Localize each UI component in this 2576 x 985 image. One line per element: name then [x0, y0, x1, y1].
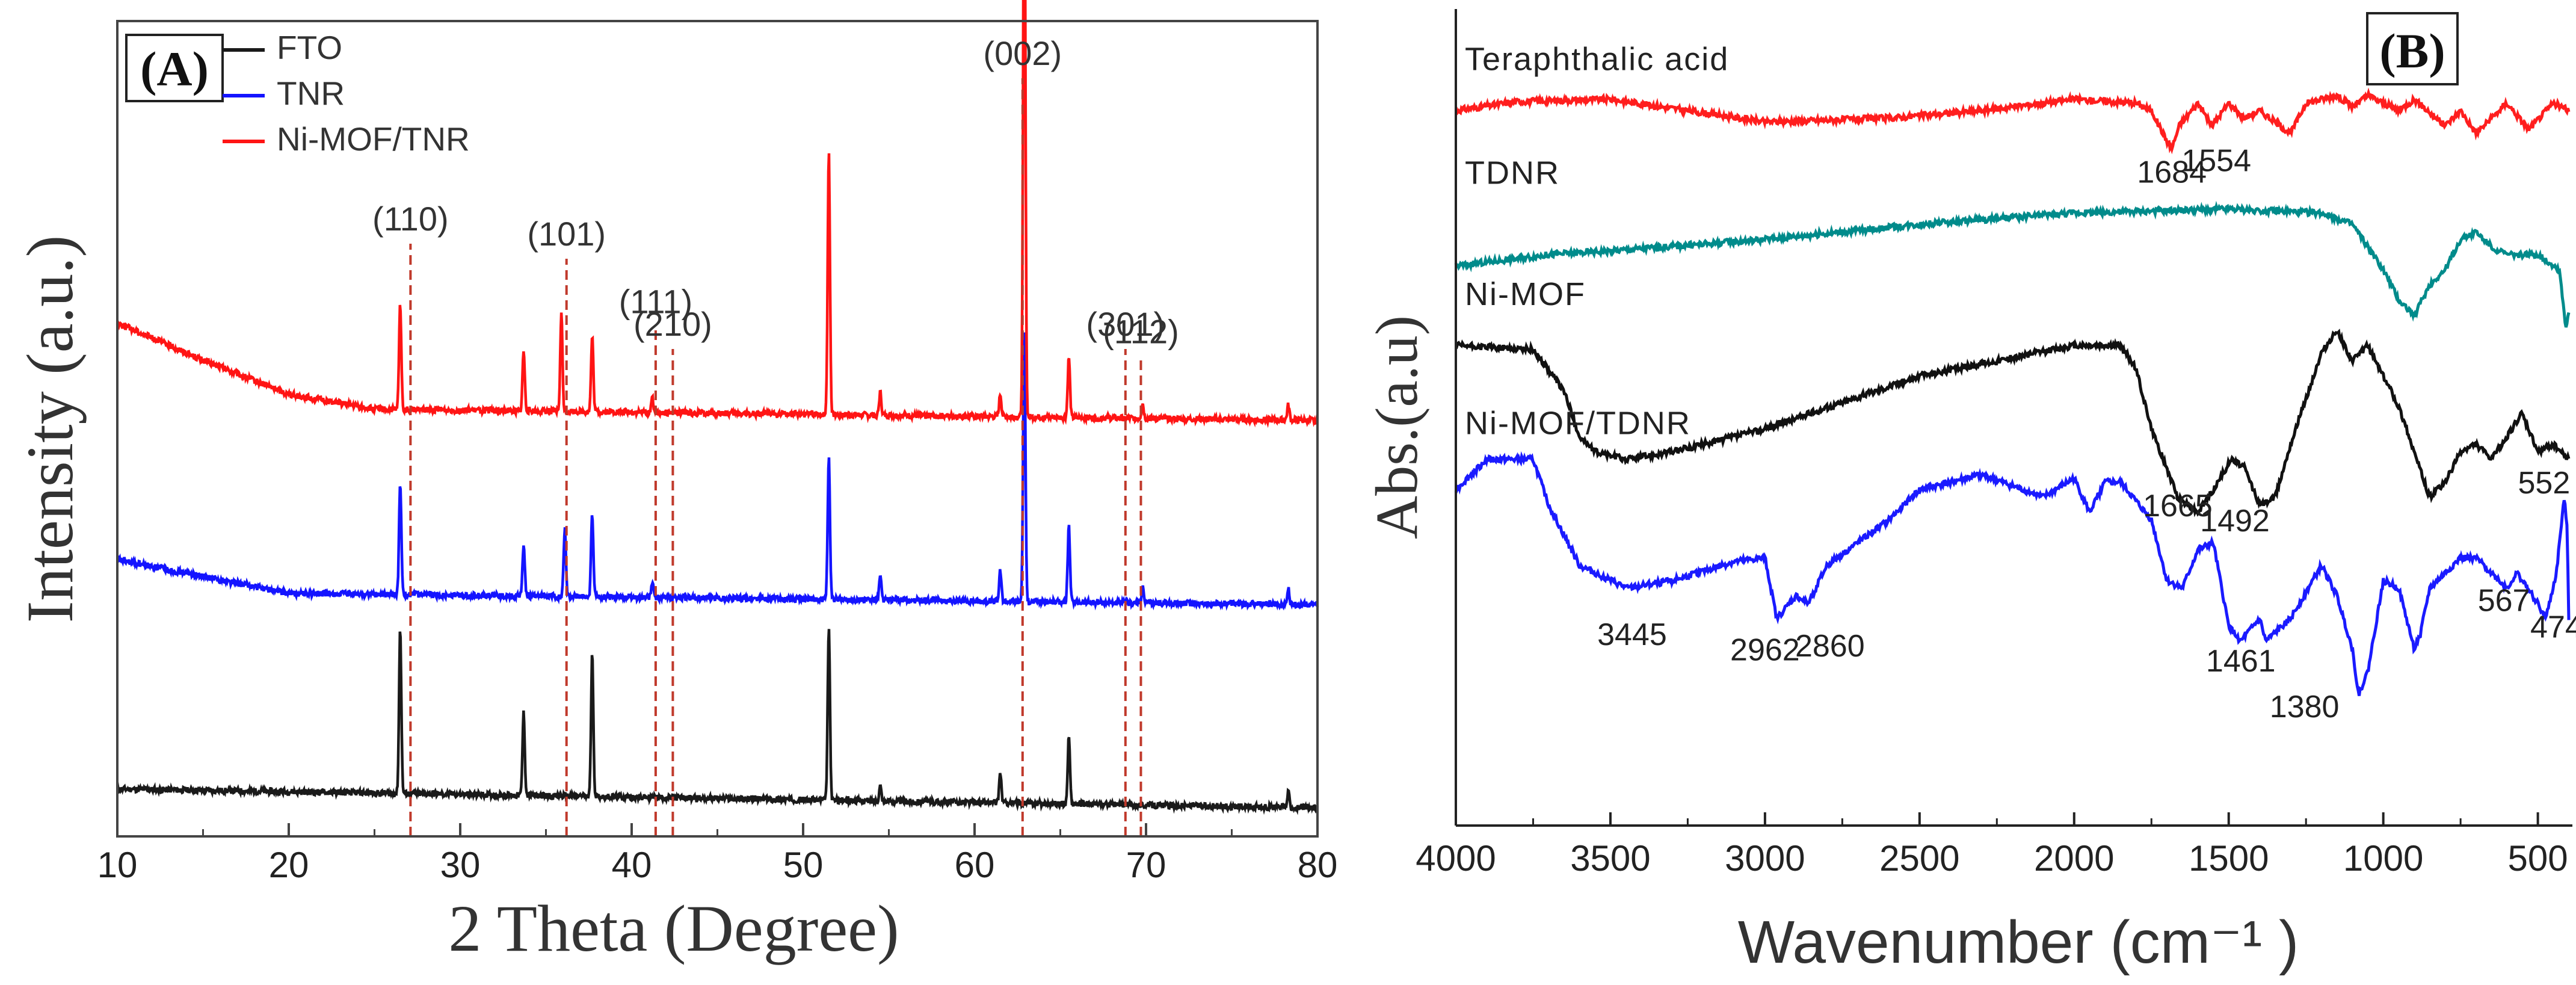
- x-tick-label: 40: [612, 845, 652, 885]
- hkl-label: (112): [1103, 313, 1179, 351]
- peak-annotation: 1380: [2270, 690, 2340, 724]
- x-tick-label: 30: [440, 845, 481, 885]
- x-tick-label: 80: [1298, 845, 1338, 885]
- panel-a-ylabel: Intensity (a.u.): [13, 235, 87, 623]
- peak-annotation: 552: [2518, 466, 2571, 501]
- ftir-series-ni-mof: [1455, 329, 2571, 517]
- legend-entry: TNR: [277, 75, 345, 112]
- peak-annotation: 567: [2478, 583, 2530, 618]
- x-tick-label: 1000: [2343, 838, 2423, 878]
- panel-a-xrd: (110) (101) (111)(210) (002) (301)(112) 10 20…: [13, 0, 1337, 965]
- x-tick-label: 4000: [1416, 838, 1496, 878]
- hkl-label: (210): [633, 305, 712, 343]
- hkl-label: (101): [527, 215, 606, 253]
- ftir-series-label: TDNR: [1465, 155, 1560, 191]
- panel-b-ftir: Teraphthalic acid TDNR Ni-MOF Ni-MOF/TDNR (…: [1363, 9, 2576, 976]
- peak-annotation: 1461: [2206, 644, 2276, 679]
- legend-entry: Ni-MOF/TNR: [277, 120, 470, 158]
- panel-b-xlabel: Wavenumber (cm⁻¹ ): [1738, 909, 2299, 976]
- panel-b-ylabel: Abs.(a.u): [1363, 315, 1430, 539]
- peak-annotation: 1492: [2200, 504, 2270, 539]
- xrd-series-tnr: [116, 332, 1319, 611]
- panel-a-label: (A): [140, 42, 209, 96]
- x-tick-label: 50: [783, 845, 824, 885]
- xrd-series-fto: [116, 629, 1319, 815]
- hkl-label: (301): [1086, 305, 1165, 343]
- x-tick-label: 1500: [2189, 838, 2269, 878]
- ftir-series-tdnr: [1454, 200, 2571, 328]
- peak-annotation: 1554: [2181, 144, 2251, 179]
- ftir-series-label: Teraphthalic acid: [1465, 42, 1729, 78]
- ftir-series-label: Ni-MOF/TDNR: [1465, 405, 1691, 441]
- panel-b-label-box: [2366, 12, 2459, 85]
- hkl-label: (110): [372, 200, 449, 238]
- x-tick-label: 2000: [2034, 838, 2114, 878]
- ftir-series-teraphthalic-acid: [1455, 87, 2571, 155]
- peak-annotation: 1684: [2137, 155, 2207, 190]
- peak-annotation: 3445: [1597, 617, 1667, 652]
- x-tick-label: 3000: [1725, 838, 1805, 878]
- peak-annotation: 2860: [1795, 629, 1865, 664]
- ftir-series-ni-mof-tdnr: [1454, 451, 2571, 696]
- x-tick-label: 20: [269, 845, 309, 885]
- panel-a-xlabel: 2 Theta (Degree): [448, 892, 899, 965]
- peak-annotation: 2962: [1730, 632, 1800, 667]
- legend-entry: FTO: [277, 29, 342, 66]
- xrd-series-ni-mof-tnr: [116, 0, 1319, 428]
- peak-annotation: 1665: [2143, 489, 2213, 523]
- hkl-label: (111): [619, 283, 692, 321]
- panel-a-label-box: [125, 34, 224, 102]
- x-tick-label: 2500: [1879, 838, 1959, 878]
- x-tick-label: 10: [97, 845, 138, 885]
- x-tick-label: 3500: [1570, 838, 1650, 878]
- x-tick-label: 60: [955, 845, 995, 885]
- panel-b-label: (B): [2379, 23, 2445, 78]
- x-tick-label: 500: [2508, 838, 2568, 878]
- hkl-label: (002): [983, 34, 1062, 72]
- ftir-series-label: Ni-MOF: [1465, 276, 1586, 312]
- x-tick-label: 70: [1126, 845, 1166, 885]
- peak-annotation: 474: [2530, 610, 2576, 645]
